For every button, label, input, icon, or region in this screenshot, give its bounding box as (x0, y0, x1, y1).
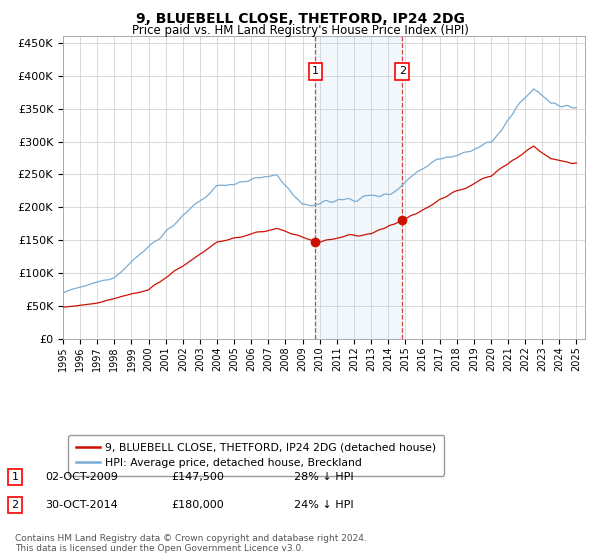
Text: 30-OCT-2014: 30-OCT-2014 (45, 500, 118, 510)
Text: 2: 2 (399, 66, 406, 76)
Legend: 9, BLUEBELL CLOSE, THETFORD, IP24 2DG (detached house), HPI: Average price, deta: 9, BLUEBELL CLOSE, THETFORD, IP24 2DG (d… (68, 435, 444, 475)
Text: 1: 1 (312, 66, 319, 76)
Text: 02-OCT-2009: 02-OCT-2009 (45, 472, 118, 482)
Text: 24% ↓ HPI: 24% ↓ HPI (294, 500, 353, 510)
Text: Contains HM Land Registry data © Crown copyright and database right 2024.
This d: Contains HM Land Registry data © Crown c… (15, 534, 367, 553)
Bar (316, 36, 403, 339)
Text: 2: 2 (11, 500, 19, 510)
Text: 9, BLUEBELL CLOSE, THETFORD, IP24 2DG: 9, BLUEBELL CLOSE, THETFORD, IP24 2DG (136, 12, 464, 26)
Text: £147,500: £147,500 (171, 472, 224, 482)
Text: 1: 1 (11, 472, 19, 482)
Text: Price paid vs. HM Land Registry's House Price Index (HPI): Price paid vs. HM Land Registry's House … (131, 24, 469, 36)
Text: £180,000: £180,000 (171, 500, 224, 510)
Text: 28% ↓ HPI: 28% ↓ HPI (294, 472, 353, 482)
